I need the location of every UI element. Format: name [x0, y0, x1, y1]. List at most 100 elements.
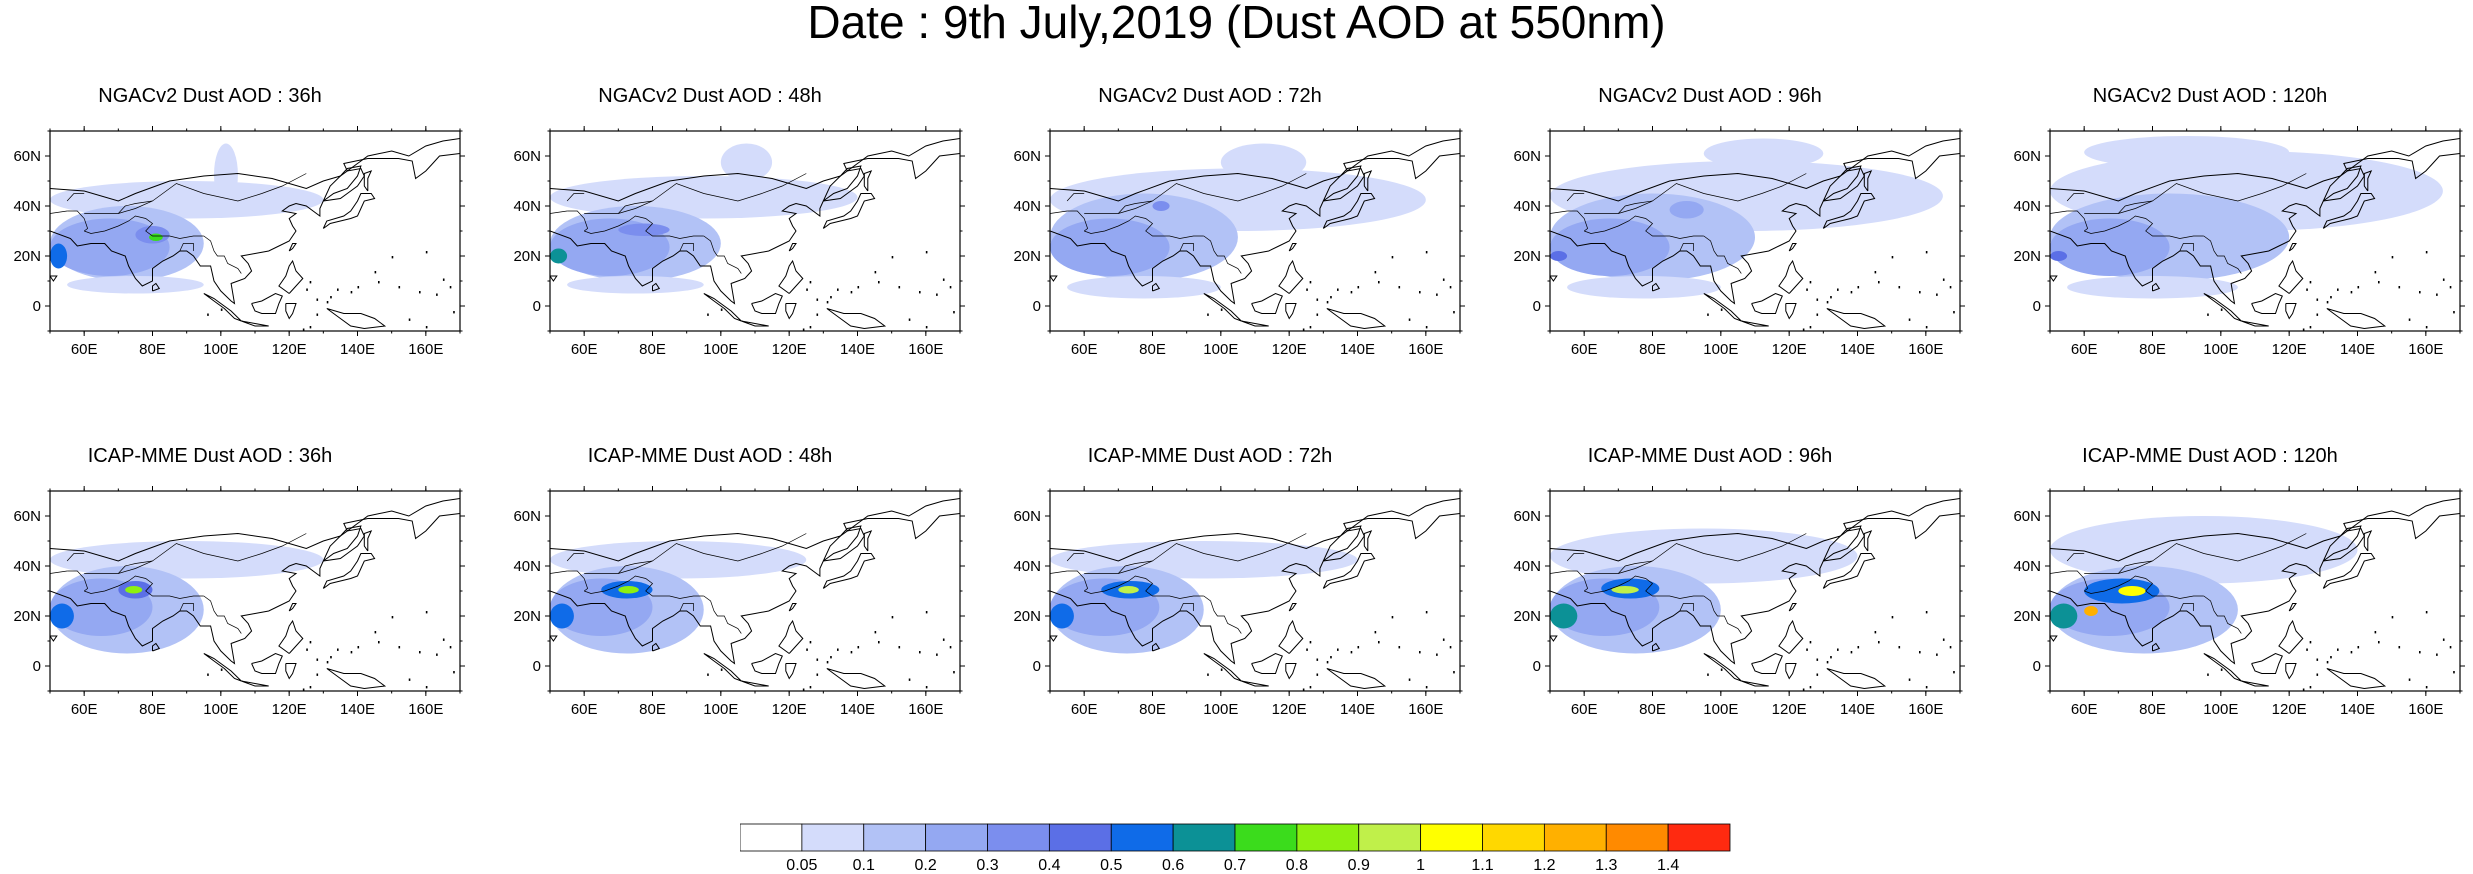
colorbar-swatch-3: [925, 823, 988, 852]
aod-region-4: [618, 223, 670, 236]
lat-tick-label: 60N: [1513, 148, 1541, 165]
aod-region-5: [2118, 586, 2146, 596]
lon-tick-label: 120E: [1272, 701, 1307, 718]
aod-region-3: [1550, 218, 1670, 276]
colorbar-swatch-1: [801, 823, 865, 852]
aod-field: [1050, 541, 1358, 654]
lon-tick-label: 160E: [1408, 341, 1443, 358]
dust-aod-map: 60N 40N 20N 0 60E 80E 100E 120E 140E 160E: [1513, 126, 1965, 358]
colorbar-tick-label: 0.1: [853, 857, 875, 872]
small-islands: [2207, 251, 2455, 331]
lon-tick-label: 160E: [1908, 701, 1943, 718]
lon-tick-label: 100E: [1703, 341, 1738, 358]
lat-tick-label: 0: [33, 298, 41, 315]
colorbar-swatch-12: [1482, 823, 1545, 852]
colorbar-swatch-15: [1667, 823, 1731, 852]
aod-field: [50, 541, 324, 654]
colorbar-swatch-6: [1110, 823, 1174, 852]
lon-tick-label: 60E: [71, 341, 98, 358]
aod-region-1: [2084, 136, 2290, 169]
lat-tick-label: 60N: [2013, 148, 2041, 165]
aod-region-5: [1067, 276, 1221, 299]
aod-field: [1550, 528, 1858, 654]
aod-region-5: [125, 586, 143, 594]
colorbar-tick-label: 0.4: [1038, 857, 1060, 872]
aod-region-7: [67, 276, 204, 294]
panel-title: ICAP-MME Dust AOD : 48h: [587, 445, 833, 467]
aod-region-4: [1669, 201, 1704, 219]
colorbar-tick-label: 0.9: [1348, 857, 1370, 872]
lon-tick-label: 120E: [272, 341, 307, 358]
lon-tick-label: 80E: [1139, 701, 1166, 718]
lon-tick-label: 60E: [1071, 341, 1098, 358]
lon-tick-label: 60E: [571, 341, 598, 358]
lat-tick-label: 40N: [513, 558, 541, 575]
lat-tick-label: 20N: [1513, 608, 1541, 625]
dust-aod-map: 60N 40N 20N 0 60E 80E 100E 120E 140E 160E: [513, 126, 965, 358]
lat-tick-label: 0: [33, 658, 41, 675]
country-borders: [1050, 533, 1307, 634]
lon-tick-label: 140E: [2340, 341, 2375, 358]
main-title: Date : 9th July,2019 (Dust AOD at 550nm): [807, 0, 1666, 48]
country-borders: [50, 533, 307, 634]
panel-title: NGACv2 Dust AOD : 36h: [98, 85, 322, 107]
coastlines: [1050, 138, 1460, 330]
lon-tick-label: 100E: [2203, 341, 2238, 358]
lat-tick-label: 20N: [13, 248, 41, 265]
lat-tick-label: 60N: [13, 148, 41, 165]
lon-tick-label: 120E: [1772, 341, 1807, 358]
colorbar-swatch-5: [1048, 823, 1112, 852]
lon-tick-label: 80E: [1639, 701, 1666, 718]
dust-aod-map: 60N 40N 20N 0 60E 80E 100E 120E 140E 160E: [1513, 486, 1965, 718]
small-islands: [207, 251, 455, 331]
aod-region-4: [2050, 251, 2068, 261]
map-panel-ngacv2-48h: NGACv2 Dust AOD : 48h 60N 40N 20N 0 60E 80E 100…: [500, 85, 965, 358]
panel-title: NGACv2 Dust AOD : 96h: [1598, 85, 1822, 107]
lat-tick-label: 20N: [513, 248, 541, 265]
coastlines: [2050, 498, 2460, 690]
lat-tick-label: 40N: [1013, 558, 1041, 575]
lat-tick-label: 60N: [513, 508, 541, 525]
colorbar-swatch-11: [1420, 823, 1483, 852]
lat-tick-label: 40N: [2013, 558, 2041, 575]
lon-tick-label: 60E: [571, 701, 598, 718]
lon-tick-label: 80E: [139, 701, 166, 718]
aod-field: [550, 143, 858, 294]
panel-title: NGACv2 Dust AOD : 48h: [598, 85, 822, 107]
map-panel-icap-mme-72h: ICAP-MME Dust AOD : 72h 60N 40N 20N 0 60E 80E 1…: [1000, 445, 1465, 718]
lat-tick-label: 40N: [1013, 198, 1041, 215]
lat-tick-label: 0: [2033, 658, 2041, 675]
lat-tick-label: 20N: [513, 608, 541, 625]
lon-tick-label: 140E: [1340, 341, 1375, 358]
map-panel-icap-mme-96h: ICAP-MME Dust AOD : 96h 60N 40N 20N 0 60E 80E 1…: [1500, 445, 1965, 718]
panel-title: NGACv2 Dust AOD : 72h: [1098, 85, 1322, 107]
coastlines: [550, 498, 960, 690]
panel-title: ICAP-MME Dust AOD : 120h: [2082, 445, 2338, 467]
small-islands: [1707, 251, 1955, 331]
country-borders: [2050, 533, 2307, 634]
lon-tick-label: 100E: [703, 341, 738, 358]
lat-tick-label: 20N: [1013, 608, 1041, 625]
lon-tick-label: 100E: [2203, 701, 2238, 718]
lat-tick-label: 60N: [1013, 148, 1041, 165]
dust-aod-map: 60N 40N 20N 0 60E 80E 100E 120E 140E 160E: [13, 126, 465, 358]
colorbar-swatch-2: [863, 823, 927, 852]
panel-title: ICAP-MME Dust AOD : 96h: [1587, 445, 1833, 467]
lat-tick-label: 60N: [513, 148, 541, 165]
lat-tick-label: 20N: [2013, 608, 2041, 625]
colorbar: 0.05 0.1 0.2 0.3 0.4 0.5 0.6 0.7 0.8 0.9 1 1.1 1.2 1.…: [740, 823, 1731, 872]
lat-tick-label: 60N: [1013, 508, 1041, 525]
lon-tick-label: 60E: [2071, 701, 2098, 718]
lat-tick-label: 40N: [13, 198, 41, 215]
map-panel-ngacv2-96h: NGACv2 Dust AOD : 96h 60N 40N 20N 0 60E 80E 100…: [1500, 85, 1965, 358]
country-borders: [550, 173, 807, 274]
coastlines: [1550, 138, 1960, 330]
aod-region-4: [1152, 201, 1170, 211]
lon-tick-label: 140E: [2340, 701, 2375, 718]
coastlines: [2050, 138, 2460, 330]
lat-tick-label: 0: [1533, 658, 1541, 675]
coastlines: [1550, 498, 1960, 690]
colorbar-swatch-8: [1234, 823, 1298, 852]
lat-tick-label: 60N: [13, 508, 41, 525]
lat-tick-label: 60N: [2013, 508, 2041, 525]
